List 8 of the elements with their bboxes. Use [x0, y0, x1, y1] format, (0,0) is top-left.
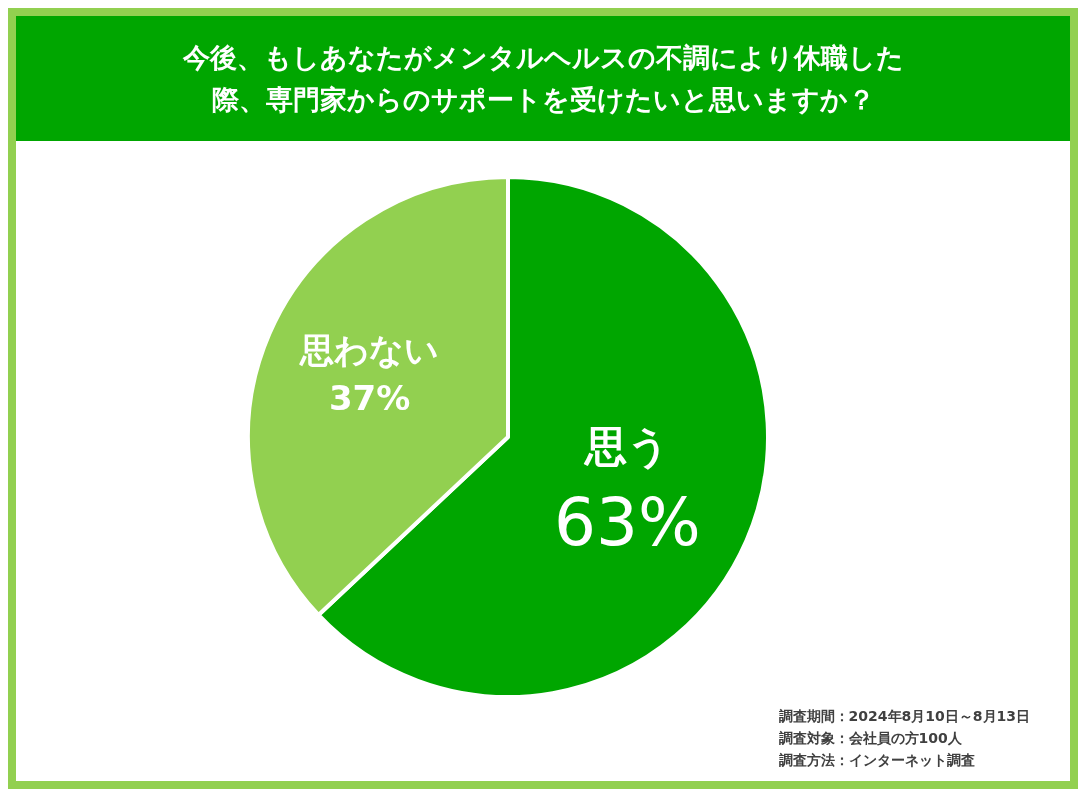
- text: 調査方法：インターネット調査: [778, 751, 976, 770]
- data-label: 63%: [553, 483, 701, 561]
- slice-label: 思わない: [298, 329, 440, 370]
- slice-label: 思う: [582, 421, 670, 471]
- chart-title: 今後、もしあなたがメンタルヘルスの不調により休職した際、専門家からのサポートを受けたいと思いますか？: [181, 40, 905, 117]
- text: 調査期間：2024年8月10日～8月13日: [778, 707, 1030, 726]
- text: 調査対象：会社員の方100人: [778, 729, 963, 748]
- data-label: 37%: [328, 377, 411, 418]
